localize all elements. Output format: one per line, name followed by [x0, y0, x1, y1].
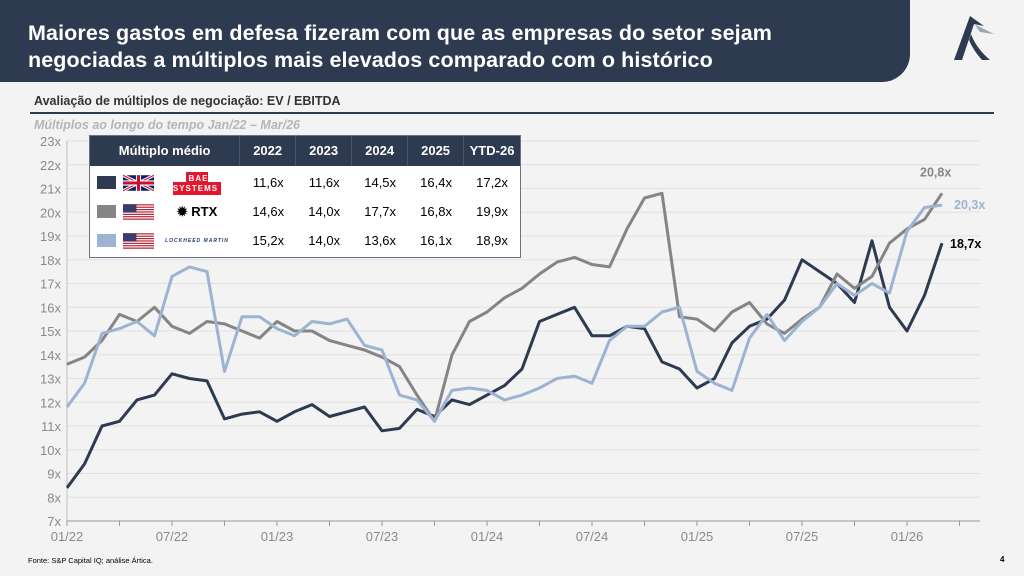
average-multiples-table: Múltiplo médio 2022 2023 2024 2025 YTD-2…	[89, 135, 521, 258]
y-tick-label: 18x	[40, 253, 61, 268]
artica-logo-icon	[954, 16, 994, 60]
table-header: Múltiplo médio 2022 2023 2024 2025 YTD-2…	[90, 136, 520, 166]
x-tick-label: 01/22	[51, 529, 84, 544]
source-note: Fonte: S&P Capital IQ; análise Ártica.	[28, 556, 153, 565]
series-line-lockheed-martin	[65, 203, 943, 423]
bae-systems-logo: BAE SYSTEMS	[172, 171, 222, 195]
table-cell: 15,2x	[252, 233, 285, 248]
table-row: LOCKHEED MARTIN 15,2x 14,0x 13,6x 16,1x …	[90, 226, 520, 255]
y-tick-label: 22x	[40, 158, 61, 173]
end-value-label: 18,7x	[950, 237, 981, 251]
y-tick-label: 15x	[40, 324, 61, 339]
y-tick-label: 19x	[40, 229, 61, 244]
us-flag-icon	[123, 203, 154, 220]
table-row: ✹ RTX 14,6x 14,0x 17,7x 16,8x 19,9x	[90, 197, 520, 226]
x-tick-label: 07/25	[786, 529, 819, 544]
header-cell: 2024	[352, 136, 409, 166]
end-value-label: 20,8x	[920, 165, 951, 179]
uk-flag-icon	[123, 173, 154, 192]
y-tick-label: 21x	[40, 182, 61, 197]
table-cell: 17,7x	[364, 204, 397, 219]
x-tick-label: 01/23	[261, 529, 294, 544]
y-tick-label: 23x	[40, 134, 61, 149]
y-tick-label: 11x	[41, 419, 61, 434]
table-cell: 19,9x	[476, 204, 508, 219]
y-tick-label: 17x	[40, 277, 61, 292]
page-number: 4	[1000, 555, 1005, 564]
x-tick-label: 01/26	[891, 529, 924, 544]
chart-subtitle: Múltiplos ao longo do tempo Jan/22 – Mar…	[34, 118, 301, 132]
header-cell: YTD-26	[469, 143, 515, 158]
table-cell: 14,0x	[308, 233, 341, 248]
divider	[30, 112, 994, 114]
table-cell: 18,9x	[476, 233, 508, 248]
x-tick-label: 01/25	[681, 529, 714, 544]
legend-swatch	[97, 205, 116, 218]
table-cell: 11,6x	[252, 175, 284, 190]
legend-swatch	[97, 176, 116, 189]
series-line-rtx	[66, 191, 944, 423]
table-cell: 16,8x	[420, 204, 452, 219]
y-tick-label: 13x	[40, 372, 61, 387]
title-banner: Maiores gastos em defesa fizeram com que…	[0, 0, 910, 82]
table-cell: 17,2x	[476, 175, 508, 190]
chart-title: Avaliação de múltiplos de negociação: EV…	[34, 94, 341, 108]
end-value-label: 20,3x	[954, 198, 985, 212]
rtx-logo: ✹ RTX	[176, 203, 218, 219]
y-tick-label: 20x	[40, 205, 61, 220]
y-tick-label: 12x	[40, 395, 61, 410]
y-tick-label: 8x	[47, 490, 61, 505]
y-tick-label: 14x	[40, 348, 61, 363]
header-cell: 2022	[240, 136, 297, 166]
header-cell: Múltiplo médio	[90, 136, 241, 166]
table-cell: 16,1x	[420, 233, 452, 248]
table-cell: 14,5x	[364, 175, 397, 190]
x-tick-label: 01/24	[471, 529, 504, 544]
x-tick-label: 07/23	[366, 529, 399, 544]
table-cell: 14,6x	[252, 204, 285, 219]
series-line-bae-systems	[65, 239, 944, 489]
header-cell: 2023	[296, 136, 353, 166]
us-flag-icon	[123, 232, 154, 249]
legend-swatch	[97, 234, 116, 247]
y-tick-label: 7x	[47, 514, 61, 529]
table-cell: 14,0x	[308, 204, 341, 219]
table-cell: 11,6x	[308, 175, 340, 190]
lockheed-martin-logo: LOCKHEED MARTIN	[165, 237, 229, 244]
y-tick-label: 10x	[40, 443, 61, 458]
y-tick-label: 16x	[40, 300, 61, 315]
table-cell: 16,4x	[420, 175, 452, 190]
page-title: Maiores gastos em defesa fizeram com que…	[28, 21, 772, 72]
x-tick-label: 07/22	[156, 529, 189, 544]
table-row: BAE SYSTEMS 11,6x 11,6x 14,5x 16,4x 17,2…	[90, 168, 520, 197]
table-cell: 13,6x	[364, 233, 397, 248]
y-tick-label: 9x	[47, 467, 61, 482]
header-cell: 2025	[408, 136, 465, 166]
x-tick-label: 07/24	[576, 529, 609, 544]
